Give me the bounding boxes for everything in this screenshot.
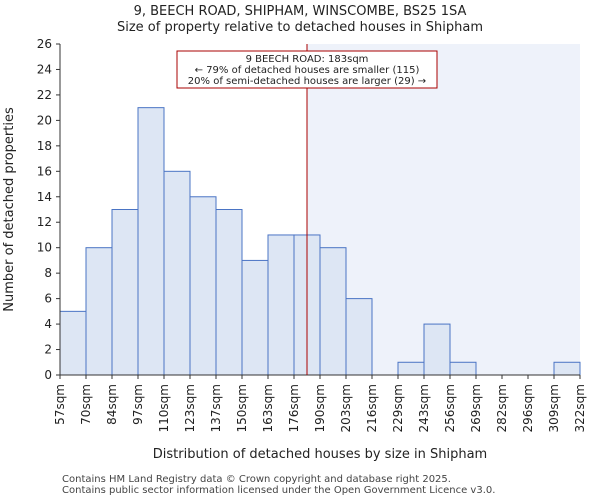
- histogram-bar: [345, 298, 373, 376]
- histogram-bar: [189, 196, 217, 376]
- footer-line-1: Contains HM Land Registry data © Crown c…: [62, 474, 451, 485]
- x-tick-label: 309sqm: [547, 384, 561, 432]
- x-tick-label: 282sqm: [495, 384, 509, 432]
- annotation-line-1: 9 BEECH ROAD: 183sqm: [246, 54, 369, 65]
- histogram-bar: [267, 234, 295, 376]
- y-tick-label: 18: [37, 139, 52, 153]
- y-tick-label: 22: [37, 88, 52, 102]
- histogram-bar: [59, 310, 87, 376]
- y-tick-label: 8: [44, 266, 52, 280]
- y-tick-label: 6: [44, 292, 52, 306]
- y-tick-label: 12: [37, 215, 52, 229]
- y-tick-label: 2: [44, 343, 52, 357]
- histogram-bar: [423, 323, 451, 376]
- x-tick-label: 203sqm: [339, 384, 353, 432]
- x-tick-label: 123sqm: [183, 384, 197, 432]
- y-axis-label: Number of detached properties: [2, 107, 17, 312]
- x-tick-label: 190sqm: [313, 384, 327, 432]
- x-tick-label: 150sqm: [235, 384, 249, 432]
- x-tick-label: 269sqm: [469, 384, 483, 432]
- footer-line-2: Contains public sector information licen…: [62, 485, 496, 496]
- histogram-bar: [85, 247, 113, 376]
- x-tick-label: 296sqm: [521, 384, 535, 432]
- histogram-bar: [215, 209, 243, 376]
- annotation-line-2: ← 79% of detached houses are smaller (11…: [195, 65, 420, 76]
- y-tick-label: 26: [37, 37, 52, 51]
- x-tick-label: 97sqm: [131, 384, 145, 425]
- x-tick-label: 57sqm: [53, 384, 67, 425]
- histogram-bar: [241, 259, 269, 376]
- histogram-bar: [319, 247, 347, 376]
- y-tick-label: 0: [44, 368, 52, 382]
- histogram-bar: [553, 361, 581, 376]
- x-tick-label: 243sqm: [417, 384, 431, 432]
- y-tick-label: 24: [37, 62, 52, 76]
- x-tick-label: 137sqm: [209, 384, 223, 432]
- y-tick-label: 14: [37, 190, 52, 204]
- x-tick-label: 163sqm: [261, 384, 275, 432]
- x-tick-label: 322sqm: [573, 384, 587, 432]
- histogram-bar: [449, 361, 477, 376]
- x-tick-label: 70sqm: [79, 384, 93, 425]
- chart-title: 9, BEECH ROAD, SHIPHAM, WINSCOMBE, BS25 …: [133, 4, 467, 19]
- histogram-bar: [163, 170, 191, 376]
- y-tick-label: 16: [37, 164, 52, 178]
- x-tick-label: 216sqm: [365, 384, 379, 432]
- histogram-bar: [111, 209, 139, 376]
- x-tick-label: 176sqm: [287, 384, 301, 432]
- annotation-box: [176, 50, 438, 89]
- x-tick-label: 256sqm: [443, 384, 457, 432]
- x-tick-label: 229sqm: [391, 384, 405, 432]
- annotation-line-3: 20% of semi-detached houses are larger (…: [188, 76, 426, 87]
- histogram-bar: [397, 361, 425, 376]
- y-tick-label: 10: [37, 241, 52, 255]
- x-tick-label: 110sqm: [157, 384, 171, 432]
- y-tick-label: 20: [37, 113, 52, 127]
- y-tick-label: 4: [44, 317, 52, 331]
- histogram-bar: [137, 107, 165, 376]
- chart-subtitle: Size of property relative to detached ho…: [116, 20, 483, 35]
- x-axis-label: Distribution of detached houses by size …: [153, 447, 487, 462]
- x-tick-label: 84sqm: [105, 384, 119, 425]
